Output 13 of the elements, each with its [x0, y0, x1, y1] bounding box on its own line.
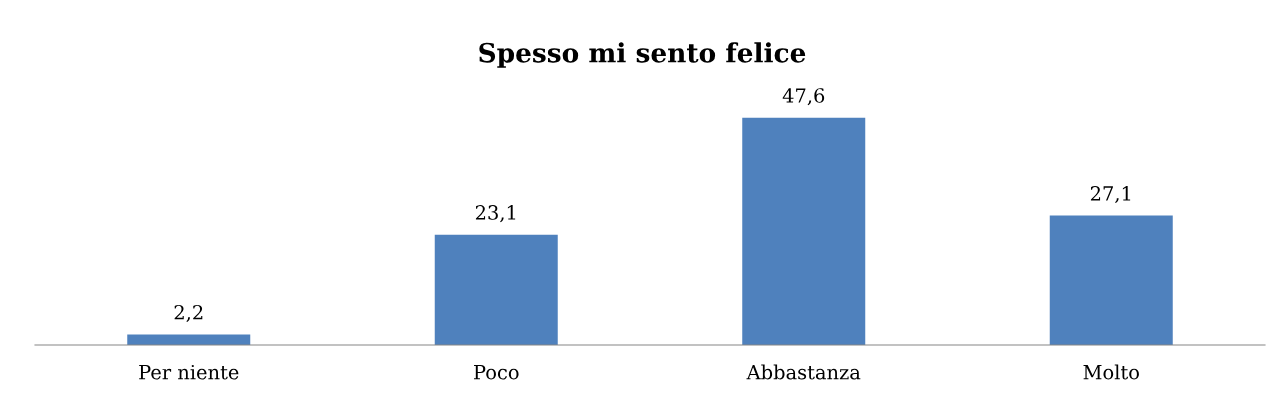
x-tick-label: Per niente [139, 364, 239, 380]
data-label: 2,2 [174, 304, 203, 322]
bar [742, 117, 866, 345]
data-label: 47,6 [782, 88, 825, 106]
chart-title: Spesso mi sento felice [479, 42, 806, 68]
bar [127, 334, 251, 345]
data-label: 23,1 [475, 205, 516, 223]
x-tick-label: Molto [1083, 364, 1139, 380]
x-tick-label: Poco [474, 365, 519, 380]
data-label: 27,1 [1090, 186, 1131, 204]
bar [1049, 215, 1173, 345]
x-tick-label: Abbastanza [746, 364, 861, 380]
bar [434, 234, 558, 345]
